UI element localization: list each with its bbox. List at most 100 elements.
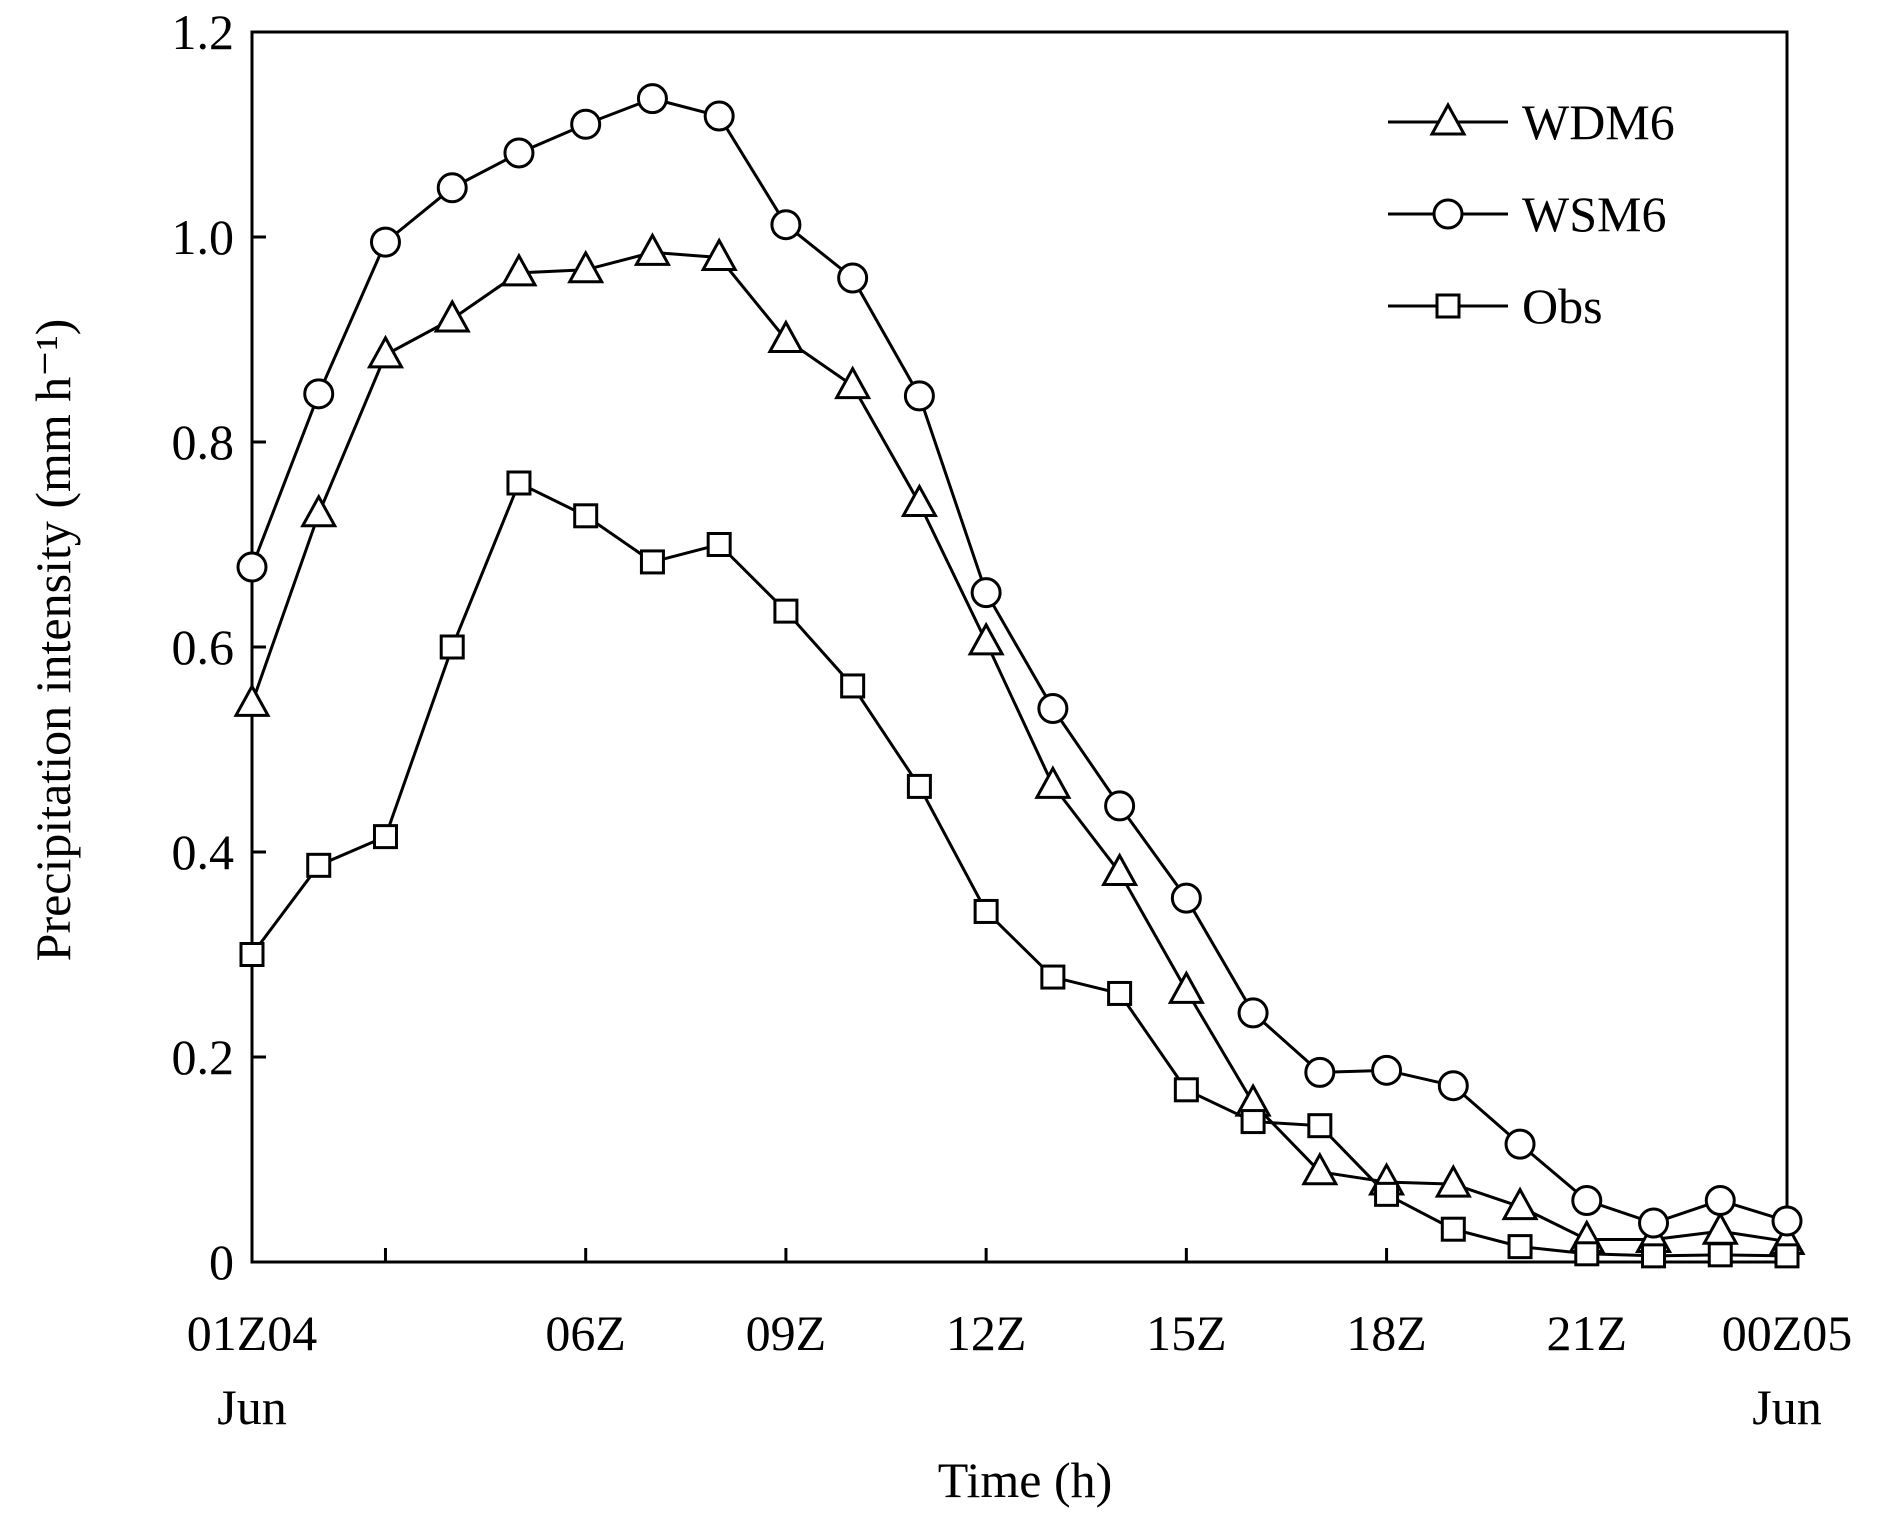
data-point-wsm6 [1638, 1207, 1670, 1239]
x-tick-label: 18Z [1346, 1305, 1427, 1361]
data-point-obs [840, 673, 866, 699]
y-tick-label: 0.4 [172, 824, 235, 880]
data-point-wdm6 [1167, 970, 1205, 1004]
data-point-obs [773, 598, 799, 624]
data-point-obs [1440, 1216, 1466, 1242]
data-point-obs [1641, 1243, 1667, 1269]
data-point-wdm6 [567, 249, 605, 284]
data-point-wsm6 [1704, 1185, 1736, 1216]
data-point-wsm6 [1437, 1070, 1469, 1102]
data-point-wsm6 [1371, 1054, 1403, 1086]
data-point-obs [1707, 1242, 1733, 1268]
data-point-wsm6 [1237, 997, 1269, 1029]
legend-marker-obs [1435, 293, 1461, 319]
x-axis-ticks: 01Z04 Jun 06Z 09Z 12Z 15Z 18Z 21Z 00Z05 Jun [187, 1248, 1853, 1435]
data-point-wdm6 [500, 252, 538, 287]
series-layer [233, 83, 1806, 1269]
y-tick-label: 0.6 [172, 619, 235, 675]
data-point-obs [1374, 1181, 1400, 1207]
x-tick-label: 15Z [1146, 1305, 1227, 1361]
legend-marker-wsm6 [1432, 198, 1464, 230]
data-point-obs [506, 470, 532, 496]
data-point-wdm6 [366, 334, 405, 369]
data-point-wsm6 [1304, 1056, 1336, 1088]
y-axis-ticks: 0 0.2 0.4 0.6 0.8 1.0 1.2 [172, 4, 266, 1290]
x-tick-label: 21Z [1547, 1305, 1628, 1361]
x-axis-title: Time (h) [938, 1452, 1113, 1508]
y-tick-label: 0.2 [172, 1029, 235, 1085]
x-tick-label: 06Z [545, 1305, 626, 1361]
data-point-wdm6 [1501, 1186, 1539, 1221]
data-point-wdm6 [1101, 852, 1139, 886]
legend-label-wdm6: WDM6 [1522, 94, 1675, 150]
data-point-wdm6 [834, 365, 872, 400]
data-point-wsm6 [1571, 1185, 1603, 1216]
y-tick-label: 1.0 [172, 209, 235, 265]
legend-label-obs: Obs [1522, 278, 1603, 334]
data-point-wsm6 [1104, 790, 1136, 822]
legend-item-obs: Obs [1388, 278, 1603, 334]
data-point-obs [706, 532, 732, 557]
data-point-obs [1040, 964, 1066, 990]
data-point-wsm6 [703, 100, 735, 132]
data-point-obs [639, 549, 665, 575]
data-point-wdm6 [300, 493, 338, 528]
data-point-wsm6 [970, 577, 1002, 609]
data-point-wsm6 [1771, 1205, 1803, 1237]
data-point-wsm6 [303, 378, 335, 410]
data-point-obs [973, 898, 999, 924]
series-obs [239, 470, 1800, 1269]
data-point-obs [372, 824, 398, 850]
data-point-wdm6 [633, 232, 671, 266]
data-point-obs [1307, 1113, 1333, 1139]
y-tick-label: 0.8 [172, 414, 235, 470]
data-point-obs [906, 773, 932, 799]
data-point-wdm6 [1434, 1163, 1472, 1198]
data-point-wdm6 [700, 237, 738, 271]
legend-marker-wdm6 [1429, 101, 1467, 136]
data-point-obs [573, 503, 599, 529]
data-point-wsm6 [837, 262, 869, 294]
series-wsm6 [236, 83, 1803, 1239]
data-point-obs [439, 634, 465, 660]
data-point-wdm6 [233, 683, 271, 717]
data-point-wsm6 [436, 172, 468, 204]
data-point-wsm6 [503, 137, 535, 169]
data-point-wsm6 [1170, 882, 1202, 914]
data-point-obs [1574, 1241, 1600, 1267]
data-point-wdm6 [967, 621, 1005, 656]
data-point-obs [1507, 1234, 1533, 1260]
data-point-wdm6 [1034, 765, 1072, 799]
data-point-wsm6 [1504, 1128, 1536, 1160]
data-point-wsm6 [770, 209, 802, 241]
data-point-wdm6 [767, 319, 805, 353]
x-tick-sublabel: Jun [217, 1379, 286, 1435]
legend: WDM6 WSM6 Obs [1388, 94, 1675, 334]
data-point-obs [1774, 1243, 1800, 1269]
data-point-obs [1107, 980, 1133, 1006]
data-point-wsm6 [1037, 693, 1069, 724]
data-point-obs [239, 942, 265, 967]
y-tick-label: 0 [209, 1234, 234, 1290]
x-tick-label: 01Z04 [187, 1305, 318, 1361]
data-point-obs [1173, 1077, 1199, 1103]
x-tick-label: 12Z [946, 1305, 1027, 1361]
y-axis-title: Precipitation intensity (mm h⁻¹) [25, 319, 81, 962]
x-tick-sublabel: Jun [1752, 1379, 1821, 1435]
data-point-wsm6 [570, 108, 602, 140]
legend-item-wsm6: WSM6 [1388, 186, 1666, 242]
x-tick-label: 00Z05 [1722, 1305, 1853, 1361]
data-point-wsm6 [636, 83, 668, 115]
legend-label-wsm6: WSM6 [1522, 186, 1666, 242]
data-point-obs [306, 852, 332, 878]
legend-item-wdm6: WDM6 [1388, 94, 1675, 150]
data-point-wdm6 [900, 483, 938, 517]
y-tick-label: 1.2 [172, 4, 235, 60]
data-point-wsm6 [369, 226, 401, 258]
x-tick-label: 09Z [746, 1305, 827, 1361]
data-point-wsm6 [236, 551, 268, 583]
data-point-obs [1240, 1109, 1266, 1135]
data-point-wsm6 [903, 380, 935, 412]
data-point-wdm6 [433, 298, 471, 333]
